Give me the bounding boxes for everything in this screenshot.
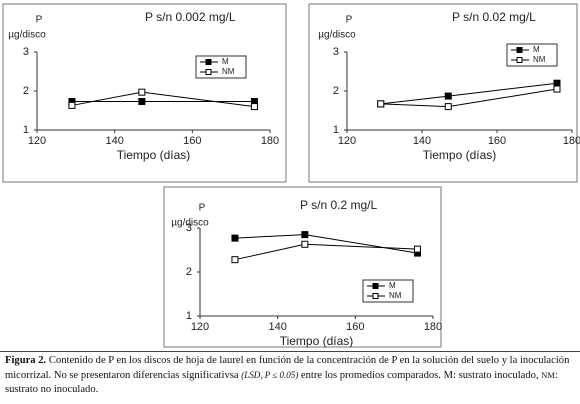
data-point <box>444 103 452 111</box>
y-tick-label: 2 <box>186 266 192 278</box>
chart-title: P s/n 0.002 mg/L <box>145 10 236 24</box>
series-line <box>234 234 418 254</box>
x-axis-label: Tiempo (días) <box>280 334 354 348</box>
caption: Figura 2. Contenido de P en los discos d… <box>5 354 575 397</box>
x-tick-label: 180 <box>563 135 580 147</box>
data-point <box>138 88 146 96</box>
data-point <box>138 98 146 106</box>
legend-label: M <box>222 57 229 66</box>
y-tick-label: 2 <box>23 85 29 97</box>
panel-frame <box>308 3 578 183</box>
data-point <box>231 256 239 264</box>
legend-marker <box>372 293 379 299</box>
x-tick-label: 120 <box>191 321 209 333</box>
y-tick-label: 3 <box>23 46 29 58</box>
series-line <box>71 91 255 108</box>
caption-text: entre los promedios comparados. M: sustr… <box>298 370 542 381</box>
y-tick-label: 3 <box>333 46 339 58</box>
legend-label: M <box>533 45 540 54</box>
data-point <box>250 103 258 111</box>
x-tick-label: 120 <box>338 135 356 147</box>
data-point <box>231 234 239 242</box>
legend-label: NM <box>222 67 235 76</box>
legend-box <box>195 55 247 79</box>
data-point <box>413 245 421 253</box>
caption-text: NM <box>541 370 555 380</box>
legend-box <box>362 279 414 303</box>
data-point <box>553 85 561 93</box>
x-tick-label: 140 <box>105 135 123 147</box>
panel-frame <box>163 186 442 348</box>
y-tick-label: 3 <box>186 222 192 234</box>
y-axis-label: P <box>346 15 353 26</box>
legend-marker <box>372 283 379 289</box>
legend-label: NM <box>533 55 546 64</box>
caption-text: : sustrato no inoculado. <box>5 370 558 395</box>
y-axis-label: P <box>199 203 206 214</box>
caption-label: Figura 2. <box>5 355 47 366</box>
caption-text: Contenido de P en los discos de hoja de … <box>5 355 570 381</box>
data-point <box>444 92 452 100</box>
data-point <box>301 231 309 239</box>
chart-title: P s/n 0.2 mg/L <box>300 198 377 212</box>
y-tick-label: 2 <box>333 85 339 97</box>
series-line <box>380 88 558 108</box>
data-point <box>68 101 76 109</box>
panel-frame <box>2 3 287 183</box>
y-axis-label: µg/disco <box>318 30 356 41</box>
legend-marker <box>516 47 523 53</box>
x-tick-label: 160 <box>346 321 364 333</box>
y-tick-label: 1 <box>186 310 192 322</box>
legend-box <box>506 43 558 67</box>
chart-title: P s/n 0.02 mg/L <box>452 10 536 24</box>
data-point <box>377 100 385 108</box>
legend-marker <box>205 69 212 75</box>
y-axis-label: µg/disco <box>8 30 46 41</box>
y-tick-label: 1 <box>23 124 29 136</box>
series-line <box>234 243 418 261</box>
caption-text: (LSD, P ≤ 0.05) <box>241 370 299 380</box>
legend-marker <box>516 57 523 63</box>
x-tick-label: 120 <box>28 135 46 147</box>
x-axis-label: Tiempo (días) <box>423 148 497 162</box>
x-tick-label: 140 <box>413 135 431 147</box>
data-point <box>553 79 561 87</box>
legend-label: NM <box>389 291 402 300</box>
x-tick-label: 180 <box>261 135 279 147</box>
x-axis-label: Tiempo (días) <box>117 148 191 162</box>
legend-marker <box>205 59 212 65</box>
x-tick-label: 160 <box>488 135 506 147</box>
x-tick-label: 140 <box>268 321 286 333</box>
legend-label: M <box>389 281 396 290</box>
x-tick-label: 160 <box>183 135 201 147</box>
x-tick-label: 180 <box>424 321 442 333</box>
data-point <box>301 240 309 248</box>
y-axis-label: P <box>36 15 43 26</box>
separator <box>0 351 580 352</box>
y-tick-label: 1 <box>333 124 339 136</box>
y-axis-label: µg/disco <box>171 218 209 229</box>
